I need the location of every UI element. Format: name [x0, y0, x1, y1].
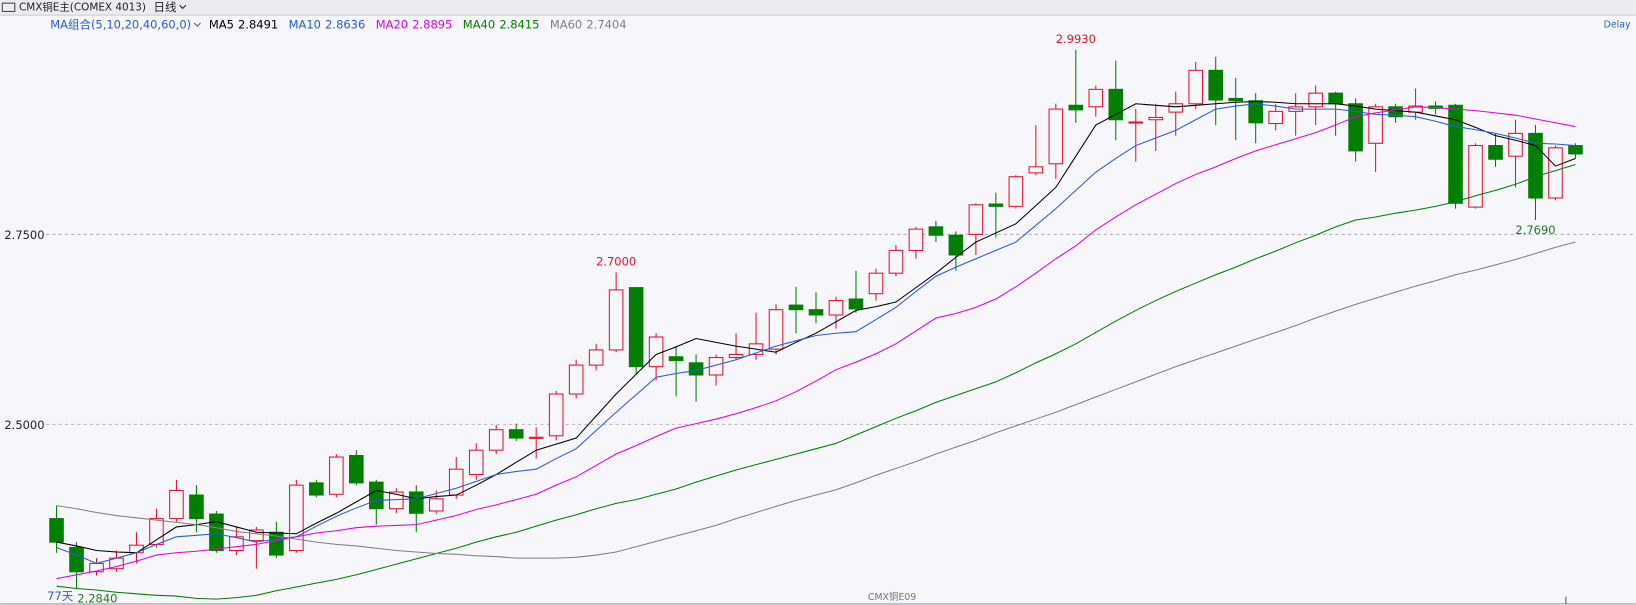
candle-body	[1008, 176, 1024, 207]
candle-body	[988, 203, 1004, 207]
candle-body	[1068, 104, 1084, 111]
extreme-label: 2.9930	[1056, 32, 1096, 46]
candle-body	[269, 531, 284, 556]
candle-body	[1188, 69, 1204, 105]
candle-body	[249, 529, 264, 542]
ma-line	[56, 100, 1576, 554]
candle-body	[1248, 100, 1263, 124]
candle-body	[668, 356, 684, 362]
candle-body	[369, 481, 384, 510]
candle-body	[209, 513, 224, 552]
candle-body	[1468, 145, 1483, 208]
candle-body	[329, 456, 344, 495]
candle-body	[448, 468, 464, 496]
footer-center: CMX铜E09	[868, 591, 916, 603]
candle-body	[588, 349, 604, 366]
ma-line	[56, 164, 1576, 600]
candle-body	[1368, 106, 1383, 144]
candle-body	[309, 482, 324, 496]
y-tick-label: 2.7500	[4, 228, 44, 242]
extreme-label: 2.7690	[1515, 223, 1555, 237]
candle-body	[768, 309, 784, 350]
title: CMX铜E主(COMEX 4013)	[19, 1, 146, 13]
candle-body	[868, 272, 884, 295]
candle-body	[968, 204, 984, 235]
legend-name: MA20	[376, 18, 408, 32]
candle-body	[1568, 145, 1583, 155]
extreme-label: 2.2840	[77, 591, 117, 605]
status: Delay	[1604, 20, 1631, 31]
candle-body	[908, 228, 924, 251]
legend-name: MA60	[550, 18, 582, 32]
icon	[1, 2, 16, 12]
candle-body	[1268, 110, 1283, 125]
candle-body	[289, 484, 304, 552]
candle-body	[948, 234, 964, 256]
candle-body	[169, 489, 184, 520]
legend-value: 2.7404	[586, 18, 626, 32]
candle-body	[189, 494, 204, 520]
candle-body	[708, 357, 724, 376]
candle-body	[808, 309, 824, 316]
candle-body	[568, 364, 584, 395]
candle-body	[468, 449, 484, 476]
candle-body	[1088, 88, 1104, 108]
y-tick-label: 2.5000	[4, 418, 44, 432]
candle-body	[888, 249, 904, 274]
candle-body	[1048, 108, 1064, 165]
ma-line	[56, 241, 1576, 559]
candle-body	[628, 287, 644, 368]
candle-body	[1448, 104, 1463, 204]
candle-body	[1388, 106, 1403, 118]
ma-line	[56, 106, 1576, 580]
candle-body	[828, 300, 844, 316]
candle-body	[1228, 97, 1244, 102]
candle-body	[428, 498, 444, 512]
candle-body	[528, 436, 544, 439]
legend-name: MA40	[463, 18, 495, 32]
period[interactable]: 日线	[154, 0, 177, 14]
candle-body	[1548, 147, 1563, 199]
extreme-label: 2.7000	[596, 255, 636, 269]
candle-body	[1328, 92, 1343, 105]
candle-body	[149, 518, 164, 545]
candle-body	[49, 518, 64, 543]
ma-line	[56, 103, 1576, 564]
legend-name: MA5	[209, 18, 234, 32]
candle-body	[488, 429, 504, 451]
candle-body	[408, 491, 424, 514]
candle-body	[508, 429, 524, 439]
candle-body	[608, 289, 624, 351]
candle-body	[1308, 92, 1323, 108]
candle-body	[349, 455, 364, 484]
candle-body	[1488, 145, 1503, 160]
candle-body	[1168, 103, 1184, 113]
candle-body	[69, 546, 84, 573]
footer-left: 77天	[47, 589, 74, 603]
legend-value: 2.8415	[499, 18, 539, 32]
candle-body	[1208, 69, 1224, 101]
candle-body	[1128, 121, 1144, 124]
top-bar	[0, 0, 1636, 15]
candle-body	[1148, 116, 1164, 121]
indicator-chevron	[193, 22, 201, 27]
candle-body	[129, 544, 144, 554]
legend-value: 2.8491	[238, 18, 278, 32]
candle-body	[1028, 166, 1044, 174]
candle-body	[788, 304, 804, 311]
legend-value: 2.8636	[325, 18, 365, 32]
candle-body	[1108, 88, 1124, 121]
legend-value: 2.8895	[412, 18, 452, 32]
candle-body	[928, 226, 944, 236]
candle-body	[848, 298, 864, 310]
period-chevron[interactable]	[179, 4, 187, 10]
indicator-label[interactable]: MA组合(5,10,20,40,60,0)	[50, 18, 191, 32]
candle-body	[728, 353, 744, 359]
legend-name: MA10	[289, 18, 321, 32]
candle-body	[648, 336, 664, 368]
candle-body	[548, 393, 564, 437]
